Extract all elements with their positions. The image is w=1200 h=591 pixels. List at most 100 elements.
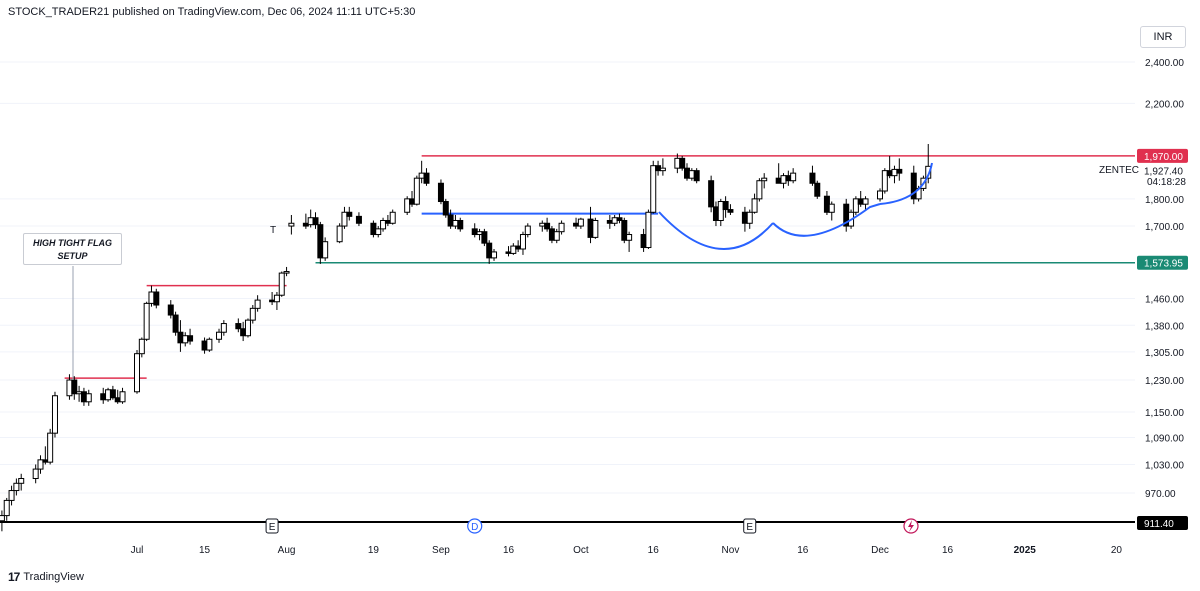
x-tick-label: 16 [797,545,809,556]
candle-body [8,490,15,501]
candle-body [881,170,888,192]
candle-body [201,340,208,351]
candle-body [553,231,560,241]
candle-body [592,219,599,238]
candle-body [0,515,5,522]
candle-body [655,165,662,172]
candle-body [307,217,314,226]
candle-body [573,222,580,227]
x-tick-label: Oct [573,545,589,556]
candle-body [302,222,309,227]
candle-body [688,170,695,179]
y-tick-label: 1,380.00 [1145,321,1184,332]
x-tick-label: 15 [199,545,211,556]
candle-body [389,211,396,224]
candle-body [423,172,430,184]
event-marker-label: D [471,522,478,533]
candle-body [828,203,835,213]
candle-body [524,225,531,236]
candle-body [761,177,768,182]
candle-body [114,397,121,403]
candle-body [312,217,319,226]
candle-body [486,242,493,259]
candle-body [558,222,565,233]
candle-body [515,245,522,250]
candle-body [577,218,584,227]
candle-body [519,234,526,250]
candle-body [659,167,666,172]
cup-right-curve [772,203,881,237]
candle-body [254,299,261,309]
candle-body [346,211,353,217]
candle-body [510,245,517,254]
candle-body [66,379,73,397]
candle-body [727,209,734,213]
candle-body [80,391,87,403]
candle-body [317,224,324,259]
t-marker: T [270,225,276,236]
x-tick-label: Jul [131,545,144,556]
candles [0,144,932,532]
y-tick-label: 1,150.00 [1145,408,1184,419]
candle-body [182,335,189,344]
candle-body [32,468,39,480]
x-tick-label: 2025 [1014,545,1037,556]
candle-body [37,459,44,470]
candle-body [852,198,859,213]
pattern-curves [658,162,933,250]
earnings-marker [265,518,279,534]
candle-body [437,182,444,203]
candle-body [616,217,623,221]
candle-body [240,328,247,337]
candle-body [708,180,715,208]
candle-body [587,218,594,238]
candle-body [167,304,174,316]
price-labels: 1,970.00 1,927.40 1,573.95 911.40 [1137,148,1188,530]
event-marker-label: E [746,522,753,533]
candle-body [679,157,686,169]
resistance-price-label: 1,970.00 [1144,152,1183,163]
last-price-label: 1,927.40 [1144,166,1183,177]
candle-body [877,190,883,200]
candle-body [476,231,483,236]
candle-body [491,251,498,259]
candle-body [85,393,92,403]
candle-body [790,172,797,182]
candle-body [336,225,343,243]
candle-body [100,393,107,401]
candle-body [384,219,391,224]
candle-body [370,222,377,236]
y-tick-label: 2,200.00 [1145,99,1184,110]
currency-selector[interactable]: INR [1140,26,1186,48]
candle-body [823,195,830,213]
resistance-price-badge [1137,148,1188,163]
candle-body [138,338,145,355]
earnings-marker [743,518,757,534]
candle-body [413,177,420,205]
candle-body [278,272,285,296]
candle-body [756,180,763,200]
candle-body [283,271,290,274]
candle-body [404,198,411,213]
y-tick-label: 1,305.00 [1145,348,1184,359]
candle-body [322,241,329,259]
candle-body [134,353,140,393]
x-tick-label: 20 [1111,545,1123,556]
candle-body [288,222,295,227]
candle-body [621,219,628,241]
y-tick-label: 1,030.00 [1145,460,1184,471]
candle-body [172,314,179,333]
candle-body [13,482,20,492]
candle-body [886,170,893,177]
candle-body [51,395,58,434]
candle-body [505,251,512,254]
candle-body [650,165,657,213]
candle-body [355,215,362,224]
candle-body [418,172,425,179]
candle-body [862,198,869,205]
y-axis-ticks: 2,400.00 2,200.00 1,800.00 1,700.00 1,460.00… [1145,58,1184,500]
candle-body [273,294,280,303]
candle-body [341,211,348,227]
